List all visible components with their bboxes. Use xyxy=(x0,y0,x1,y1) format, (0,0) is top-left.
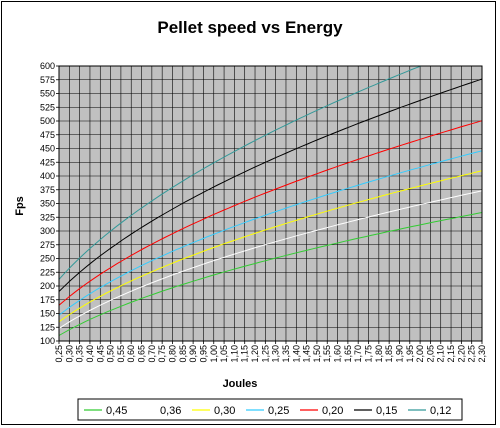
x-tick-label: 1,25 xyxy=(260,345,270,363)
y-tick-label: 125 xyxy=(40,322,55,332)
x-tick-label: 2,20 xyxy=(456,345,466,363)
series-line-0-25 xyxy=(58,150,483,316)
x-tick-label: 1,50 xyxy=(312,345,322,363)
legend-label: 0,15 xyxy=(376,405,397,417)
y-tick-label: 600 xyxy=(40,61,55,71)
y-tick-label: 425 xyxy=(40,157,55,167)
x-tick-label: 0,90 xyxy=(188,345,198,363)
x-tick-label: 1,20 xyxy=(250,345,260,363)
x-tick-label: 1,40 xyxy=(291,345,301,363)
series-line-0-30 xyxy=(58,170,483,323)
x-tick-label: 1,00 xyxy=(209,345,219,363)
y-tick-label: 200 xyxy=(40,281,55,291)
y-tick-label: 175 xyxy=(40,295,55,305)
x-tick-label: 1,60 xyxy=(333,345,343,363)
x-tick-label: 1,15 xyxy=(240,345,250,363)
x-tick-label: 1,35 xyxy=(281,345,291,363)
y-axis-ticks: 100 125 150 175 200 225 250 275 300 325 350 375 400 4… xyxy=(40,61,59,346)
x-tick-label: 0,80 xyxy=(167,345,177,363)
y-axis-label: Fps xyxy=(14,196,26,216)
legend-label: 0,45 xyxy=(106,405,127,417)
legend: 0,45 0,36 0,30 0,25 0,20 0,15 0,12 xyxy=(77,398,463,421)
x-tick-label: 1,90 xyxy=(394,345,404,363)
y-tick-label: 525 xyxy=(40,102,55,112)
y-tick-label: 350 xyxy=(40,199,55,209)
x-tick-label: 1,95 xyxy=(405,345,415,363)
x-tick-label: 0,65 xyxy=(137,345,147,363)
x-tick-label: 1,05 xyxy=(219,345,229,363)
x-tick-label: 0,70 xyxy=(147,345,157,363)
y-tick-label: 325 xyxy=(40,212,55,222)
series-line-0-20 xyxy=(58,120,483,306)
x-tick-label: 2,10 xyxy=(436,345,446,363)
x-tick-label: 1,65 xyxy=(343,345,353,363)
legend-label: 0,30 xyxy=(214,405,235,417)
y-tick-label: 250 xyxy=(40,254,55,264)
legend-label: 0,12 xyxy=(430,405,451,417)
x-tick-label: 0,75 xyxy=(157,345,167,363)
x-tick-label: 1,80 xyxy=(374,345,384,363)
x-tick-label: 0,30 xyxy=(64,345,74,363)
x-tick-label: 0,35 xyxy=(75,345,85,363)
y-tick-label: 550 xyxy=(40,89,55,99)
series-line-0-36 xyxy=(58,190,483,329)
x-tick-label: 1,85 xyxy=(384,345,394,363)
legend-label: 0,20 xyxy=(322,405,343,417)
series-line-0-45 xyxy=(58,212,483,336)
x-axis-label: Joules xyxy=(223,378,258,390)
x-tick-label: 0,95 xyxy=(198,345,208,363)
y-tick-label: 475 xyxy=(40,130,55,140)
y-tick-label: 400 xyxy=(40,171,55,181)
y-tick-label: 100 xyxy=(40,336,55,346)
y-tick-label: 150 xyxy=(40,309,55,319)
y-tick-label: 375 xyxy=(40,185,55,195)
x-tick-label: 0,60 xyxy=(126,345,136,363)
x-tick-label: 1,75 xyxy=(364,345,374,363)
y-tick-label: 275 xyxy=(40,240,55,250)
x-tick-label: 1,70 xyxy=(353,345,363,363)
x-tick-label: 0,55 xyxy=(116,345,126,363)
x-tick-label: 0,50 xyxy=(106,345,116,363)
y-gridlines xyxy=(59,65,482,342)
x-tick-label: 1,30 xyxy=(271,345,281,363)
y-tick-label: 450 xyxy=(40,144,55,154)
y-tick-label: 225 xyxy=(40,267,55,277)
chart-title: Pellet speed vs Energy xyxy=(157,18,343,37)
legend-box xyxy=(77,398,463,421)
series-lines xyxy=(58,65,483,336)
x-tick-label: 1,10 xyxy=(229,345,239,363)
x-tick-label: 2,00 xyxy=(415,345,425,363)
x-axis-ticks: 0,25 0,30 0,35 0,40 0,45 0,50 0,55 0,60 0,65 0,70… xyxy=(54,341,487,363)
series-line-0-15 xyxy=(58,78,483,292)
series-line-0-12 xyxy=(58,65,431,280)
x-tick-label: 2,05 xyxy=(425,345,435,363)
y-tick-label: 500 xyxy=(40,116,55,126)
x-tick-label: 0,25 xyxy=(54,345,64,363)
x-tick-label: 0,45 xyxy=(95,345,105,363)
x-tick-label: 2,15 xyxy=(446,345,456,363)
x-tick-label: 2,25 xyxy=(467,345,477,363)
x-tick-label: 0,85 xyxy=(178,345,188,363)
y-tick-label: 300 xyxy=(40,226,55,236)
y-tick-label: 575 xyxy=(40,75,55,85)
x-tick-label: 1,55 xyxy=(322,345,332,363)
legend-label: 0,25 xyxy=(268,405,289,417)
x-tick-label: 0,40 xyxy=(85,345,95,363)
legend-label: 0,36 xyxy=(160,405,181,417)
x-tick-label: 1,45 xyxy=(302,345,312,363)
x-tick-label: 2,30 xyxy=(477,345,487,363)
